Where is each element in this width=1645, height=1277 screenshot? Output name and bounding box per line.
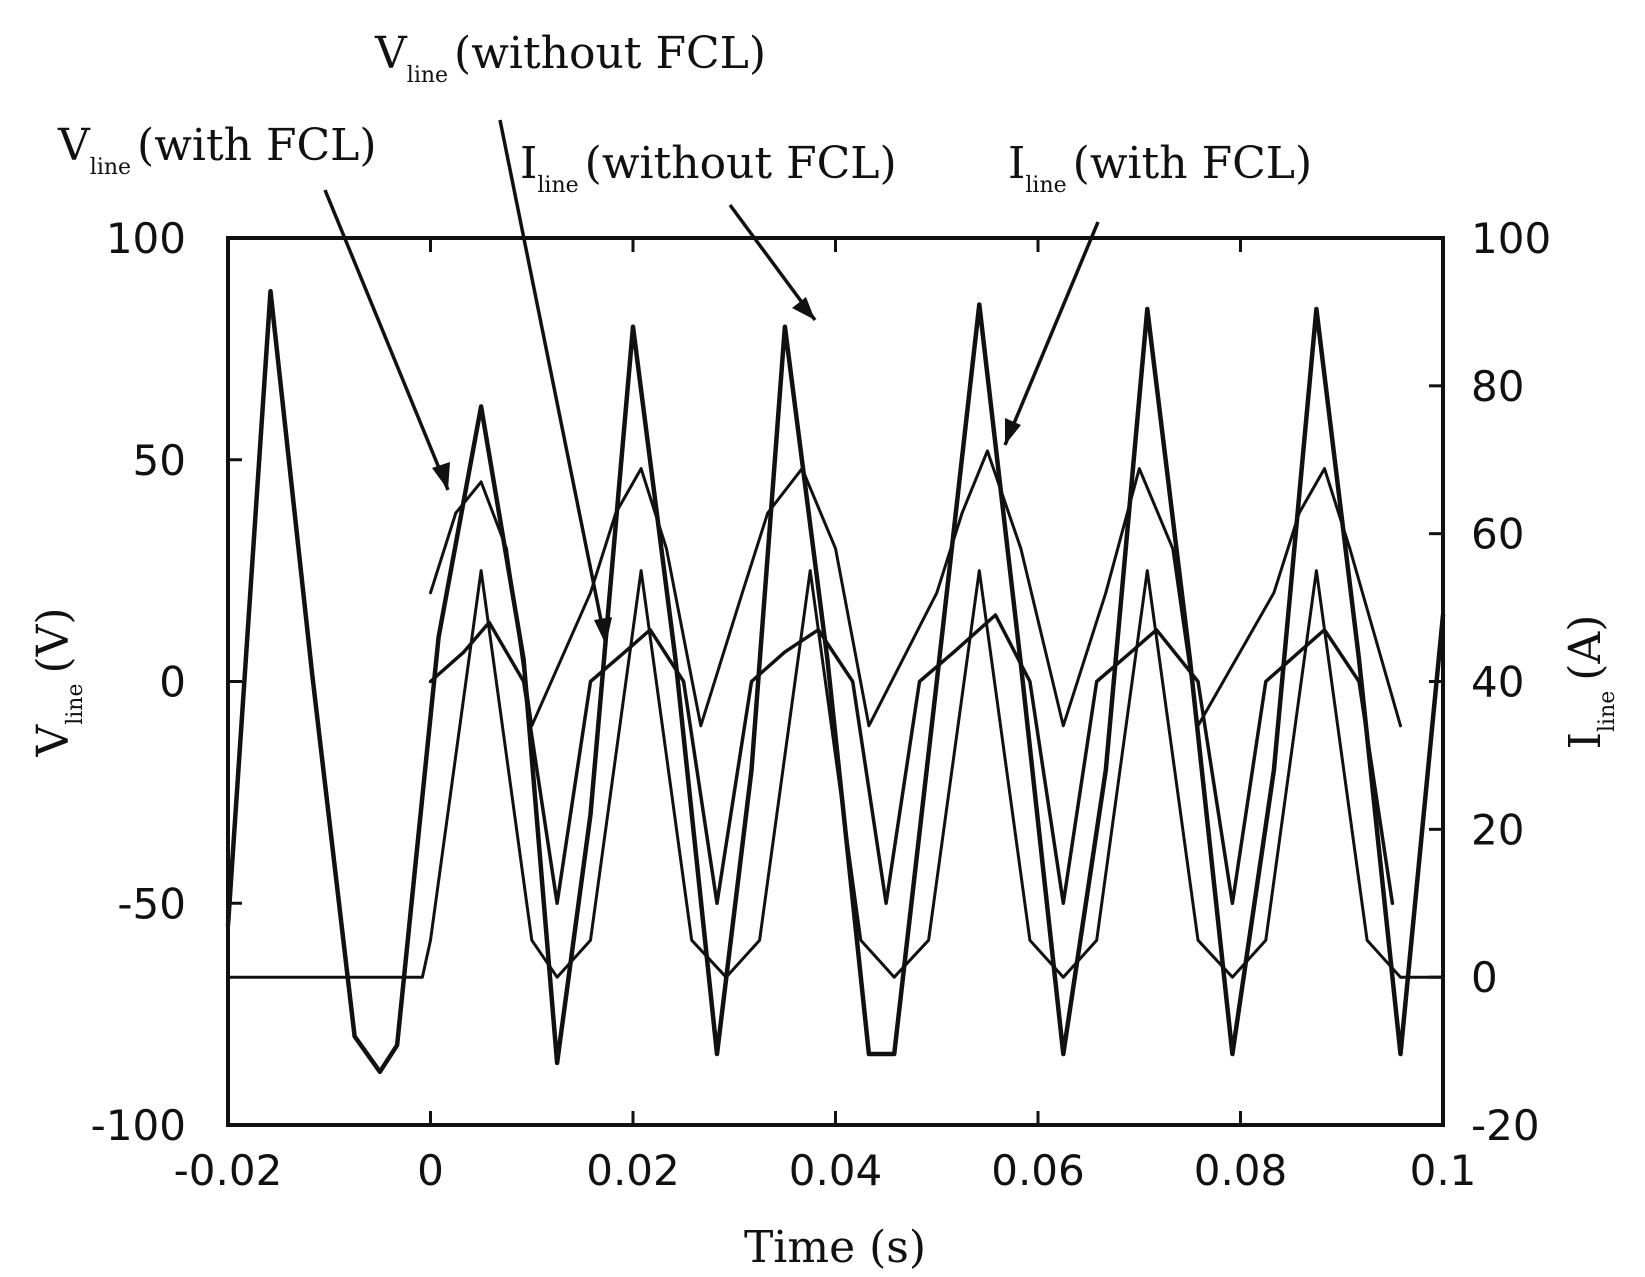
x-tick-label: 0.08 bbox=[1194, 1146, 1288, 1195]
y-left-tick-label: 50 bbox=[133, 436, 186, 485]
y-right-tick-label: 60 bbox=[1471, 510, 1524, 559]
y-left-tick-label: 0 bbox=[159, 658, 186, 707]
y-axis-label-right: Iline(A) bbox=[1560, 615, 1620, 750]
arrow-i-without-fcl bbox=[728, 203, 817, 322]
y-right-tick-label: 20 bbox=[1471, 805, 1524, 854]
arrow-v-with-fcl bbox=[323, 189, 450, 491]
arrow-i-with-fcl bbox=[1003, 221, 1100, 446]
x-tick-label: -0.02 bbox=[174, 1146, 283, 1195]
y-right-tick-label: 100 bbox=[1471, 214, 1551, 263]
arrowhead-v-with-fcl bbox=[432, 462, 450, 490]
annotation-i-without-fcl: Iline (without FCL) bbox=[520, 138, 897, 198]
y-right-tick-label: -20 bbox=[1471, 1101, 1540, 1150]
y-axis-label-left: Vline(V) bbox=[28, 607, 88, 757]
series-line-1 bbox=[225, 288, 1446, 1075]
y-right-tick-label: 40 bbox=[1471, 658, 1524, 707]
annotation-v-without-fcl: Vline (without FCL) bbox=[374, 28, 766, 88]
x-tick-label: 0 bbox=[417, 1146, 444, 1195]
y-right-tick-label: 80 bbox=[1471, 362, 1524, 411]
series-line-3 bbox=[226, 569, 1445, 979]
ticks-layer: -0.02 0 0.02 0.04 0.06 0.08 0.1 100 50 0 -50 -100 10… bbox=[91, 214, 1552, 1195]
y-left-tick-label: -100 bbox=[91, 1101, 186, 1150]
arrowhead-i-with-fcl bbox=[1005, 418, 1021, 445]
annotation-v-with-fcl: Vline (with FCL) bbox=[57, 120, 377, 180]
series-line-4 bbox=[428, 613, 1395, 906]
x-axis-label: Time (s) bbox=[744, 1222, 926, 1273]
x-tick-label: 0.1 bbox=[1410, 1146, 1477, 1195]
arrowhead-i-without-fcl bbox=[792, 297, 815, 320]
y-left-tick-label: -50 bbox=[117, 879, 186, 928]
x-tick-label: 0.06 bbox=[991, 1146, 1085, 1195]
annotation-i-with-fcl: Iline (with FCL) bbox=[1008, 138, 1312, 198]
x-tick-label: 0.04 bbox=[789, 1146, 883, 1195]
arrowhead-v-without-fcl bbox=[594, 617, 612, 645]
series-line-2 bbox=[429, 449, 1402, 728]
plot-frame bbox=[226, 236, 1445, 1127]
y-left-tick-label: 100 bbox=[106, 214, 186, 263]
callout-layer: Vline (without FCL) Vline (with FCL) Iline… bbox=[57, 28, 1312, 646]
arrow-v-without-fcl bbox=[498, 119, 608, 646]
series-layer bbox=[225, 288, 1446, 1075]
x-tick-label: 0.02 bbox=[586, 1146, 680, 1195]
y-right-tick-label: 0 bbox=[1471, 953, 1498, 1002]
